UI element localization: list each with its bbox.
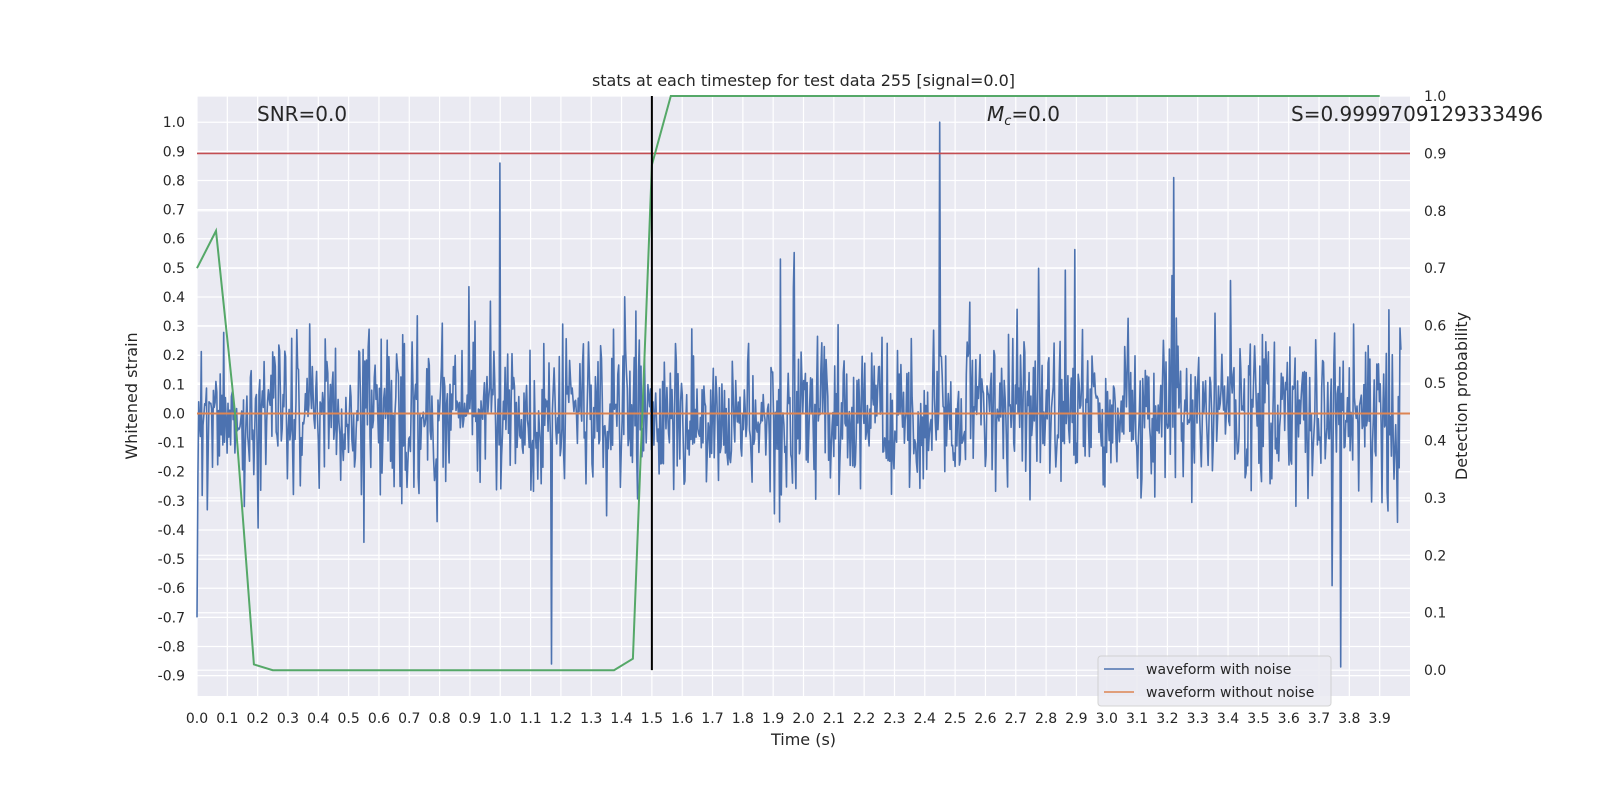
x-tick-label: 0.3 <box>277 711 299 727</box>
y-left-tick-label: 0.8 <box>163 173 185 189</box>
y-right-tick-label: 0.8 <box>1424 204 1446 220</box>
x-tick-label: 3.5 <box>1247 711 1269 727</box>
detection-probability-line <box>196 95 1380 672</box>
x-tick-label: 1.0 <box>489 711 511 727</box>
x-tick-label: 2.9 <box>1065 711 1087 727</box>
x-tick-label: 1.4 <box>610 711 632 727</box>
x-tick-label: 2.7 <box>1005 711 1027 727</box>
y-left-tick-label: -0.9 <box>158 669 185 685</box>
y-right-tick-label: 0.6 <box>1424 319 1446 335</box>
x-tick-label: 2.1 <box>823 711 845 727</box>
y-left-axis-label: Whitened strain <box>122 332 141 459</box>
x-tick-label: 0.1 <box>216 711 238 727</box>
chirp-mass-symbol: M <box>987 102 1004 126</box>
legend-label-noise: waveform with noise <box>1146 662 1291 678</box>
y-left-tick-label: -0.2 <box>158 465 185 481</box>
y-left-tick-label: -0.8 <box>158 639 185 655</box>
x-tick-labels: 0.0 0.1 0.2 0.3 0.4 0.5 0.6 0.7 0.8 0.9 1.0 1.1 1.2 1… <box>186 711 1391 727</box>
x-tick-label: 0.5 <box>337 711 359 727</box>
y-right-tick-label: 0.2 <box>1424 548 1446 564</box>
y-left-tick-label: 1.0 <box>163 115 185 131</box>
x-tick-label: 3.9 <box>1369 711 1391 727</box>
y-right-tick-label: 0.3 <box>1424 491 1446 507</box>
x-tick-label: 0.4 <box>307 711 329 727</box>
y-left-tick-label: -0.4 <box>158 523 185 539</box>
x-tick-label: 0.2 <box>247 711 269 727</box>
y-left-tick-label: 0.6 <box>163 232 185 248</box>
y-right-tick-label: 0.1 <box>1424 606 1446 622</box>
score-annotation: S=0.9999709129333496 <box>1291 102 1543 126</box>
x-tick-label: 0.9 <box>459 711 481 727</box>
x-tick-label: 2.4 <box>914 711 936 727</box>
y-left-tick-label: -0.6 <box>158 581 185 597</box>
y-left-tick-label: 0.2 <box>163 348 185 364</box>
y-left-tick-labels: 1.0 0.9 0.8 0.7 0.6 0.5 0.4 0.3 0.2 0.1 0.0 -0.1 -0.… <box>158 115 185 684</box>
y-right-tick-labels: 1.0 0.9 0.8 0.7 0.6 0.5 0.4 0.3 0.2 0.1 0.0 <box>1424 89 1446 679</box>
x-tick-label: 1.6 <box>671 711 693 727</box>
y-right-tick-label: 1.0 <box>1424 89 1446 105</box>
y-right-axis-label: Detection probability <box>1452 312 1471 480</box>
y-left-tick-label: 0.0 <box>163 406 185 422</box>
chirp-mass-annotation: Mc=0.0 <box>987 102 1060 129</box>
chart-title: stats at each timestep for test data 255… <box>592 71 1015 90</box>
x-tick-label: 3.3 <box>1187 711 1209 727</box>
y-right-tick-label: 0.7 <box>1424 261 1446 277</box>
y-left-tick-label: -0.1 <box>158 436 185 452</box>
snr-annotation: SNR=0.0 <box>257 102 347 126</box>
x-tick-label: 1.1 <box>519 711 541 727</box>
x-tick-label: 2.5 <box>944 711 966 727</box>
chirp-mass-subscript: c <box>1004 114 1011 129</box>
x-tick-label: 1.7 <box>701 711 723 727</box>
x-tick-label: 3.6 <box>1278 711 1300 727</box>
x-tick-label: 1.5 <box>641 711 663 727</box>
y-left-tick-label: -0.3 <box>158 494 185 510</box>
y-left-tick-label: 0.9 <box>163 144 185 160</box>
y-left-tick-label: 0.1 <box>163 377 185 393</box>
chirp-mass-value: =0.0 <box>1011 102 1060 126</box>
y-left-tick-label: 0.4 <box>163 290 185 306</box>
y-left-tick-label: 0.3 <box>163 319 185 335</box>
x-tick-label: 2.3 <box>883 711 905 727</box>
y-left-tick-label: 0.7 <box>163 203 185 219</box>
y-left-tick-label: 0.5 <box>163 261 185 277</box>
x-tick-label: 3.1 <box>1126 711 1148 727</box>
x-tick-label: 3.4 <box>1217 711 1239 727</box>
x-tick-label: 2.8 <box>1035 711 1057 727</box>
x-tick-label: 1.2 <box>550 711 572 727</box>
legend-label-clean: waveform without noise <box>1146 685 1314 701</box>
x-tick-label: 1.9 <box>762 711 784 727</box>
legend-box <box>1097 655 1332 707</box>
x-tick-label: 0.7 <box>398 711 420 727</box>
y-left-tick-label: -0.7 <box>158 610 185 626</box>
x-tick-label: 3.7 <box>1308 711 1330 727</box>
y-left-tick-label: -0.5 <box>158 552 185 568</box>
x-tick-label: 3.2 <box>1156 711 1178 727</box>
x-tick-label: 1.3 <box>580 711 602 727</box>
x-tick-label: 2.0 <box>792 711 814 727</box>
x-tick-label: 2.2 <box>853 711 875 727</box>
y-right-tick-label: 0.0 <box>1424 663 1446 679</box>
x-tick-label: 3.8 <box>1338 711 1360 727</box>
y-right-tick-label: 0.9 <box>1424 146 1446 162</box>
x-tick-label: 3.0 <box>1096 711 1118 727</box>
waveform-with-noise-line <box>196 121 1402 668</box>
x-tick-label: 0.8 <box>428 711 450 727</box>
x-tick-label: 0.6 <box>368 711 390 727</box>
y-right-tick-label: 0.5 <box>1424 376 1446 392</box>
waveform-with-noise-series <box>196 121 1402 668</box>
x-tick-label: 1.8 <box>732 711 754 727</box>
y-right-tick-label: 0.4 <box>1424 433 1446 449</box>
x-tick-label: 2.6 <box>974 711 996 727</box>
x-tick-label: 0.0 <box>186 711 208 727</box>
x-axis-label: Time (s) <box>770 730 836 749</box>
legend: waveform with noise waveform without noi… <box>1097 655 1332 707</box>
